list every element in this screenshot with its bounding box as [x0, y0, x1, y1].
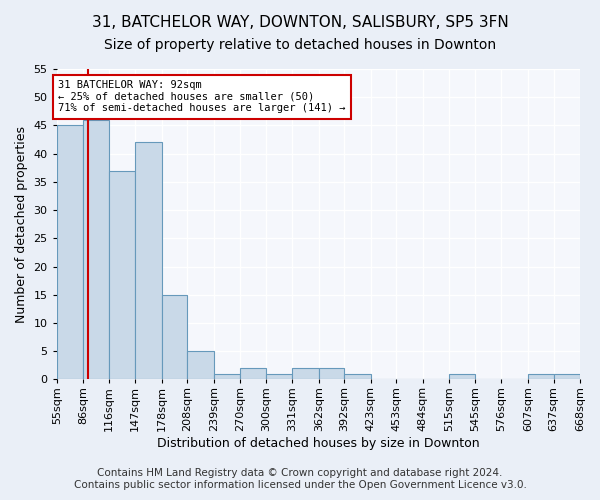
Text: Contains HM Land Registry data © Crown copyright and database right 2024.
Contai: Contains HM Land Registry data © Crown c…	[74, 468, 526, 490]
Bar	[240, 368, 266, 380]
Text: Size of property relative to detached houses in Downton: Size of property relative to detached ho…	[104, 38, 496, 52]
Bar	[135, 142, 162, 380]
Bar	[109, 170, 135, 380]
Text: 31, BATCHELOR WAY, DOWNTON, SALISBURY, SP5 3FN: 31, BATCHELOR WAY, DOWNTON, SALISBURY, S…	[92, 15, 508, 30]
Bar	[83, 120, 109, 380]
Bar	[449, 374, 475, 380]
Bar	[319, 368, 344, 380]
Bar	[214, 374, 240, 380]
Bar	[266, 374, 292, 380]
Bar	[528, 374, 554, 380]
Bar	[292, 368, 319, 380]
Y-axis label: Number of detached properties: Number of detached properties	[15, 126, 28, 322]
X-axis label: Distribution of detached houses by size in Downton: Distribution of detached houses by size …	[157, 437, 479, 450]
Bar	[187, 351, 214, 380]
Bar	[162, 294, 187, 380]
Bar	[344, 374, 371, 380]
Bar	[57, 126, 83, 380]
Text: 31 BATCHELOR WAY: 92sqm
← 25% of detached houses are smaller (50)
71% of semi-de: 31 BATCHELOR WAY: 92sqm ← 25% of detache…	[58, 80, 346, 114]
Bar	[554, 374, 580, 380]
